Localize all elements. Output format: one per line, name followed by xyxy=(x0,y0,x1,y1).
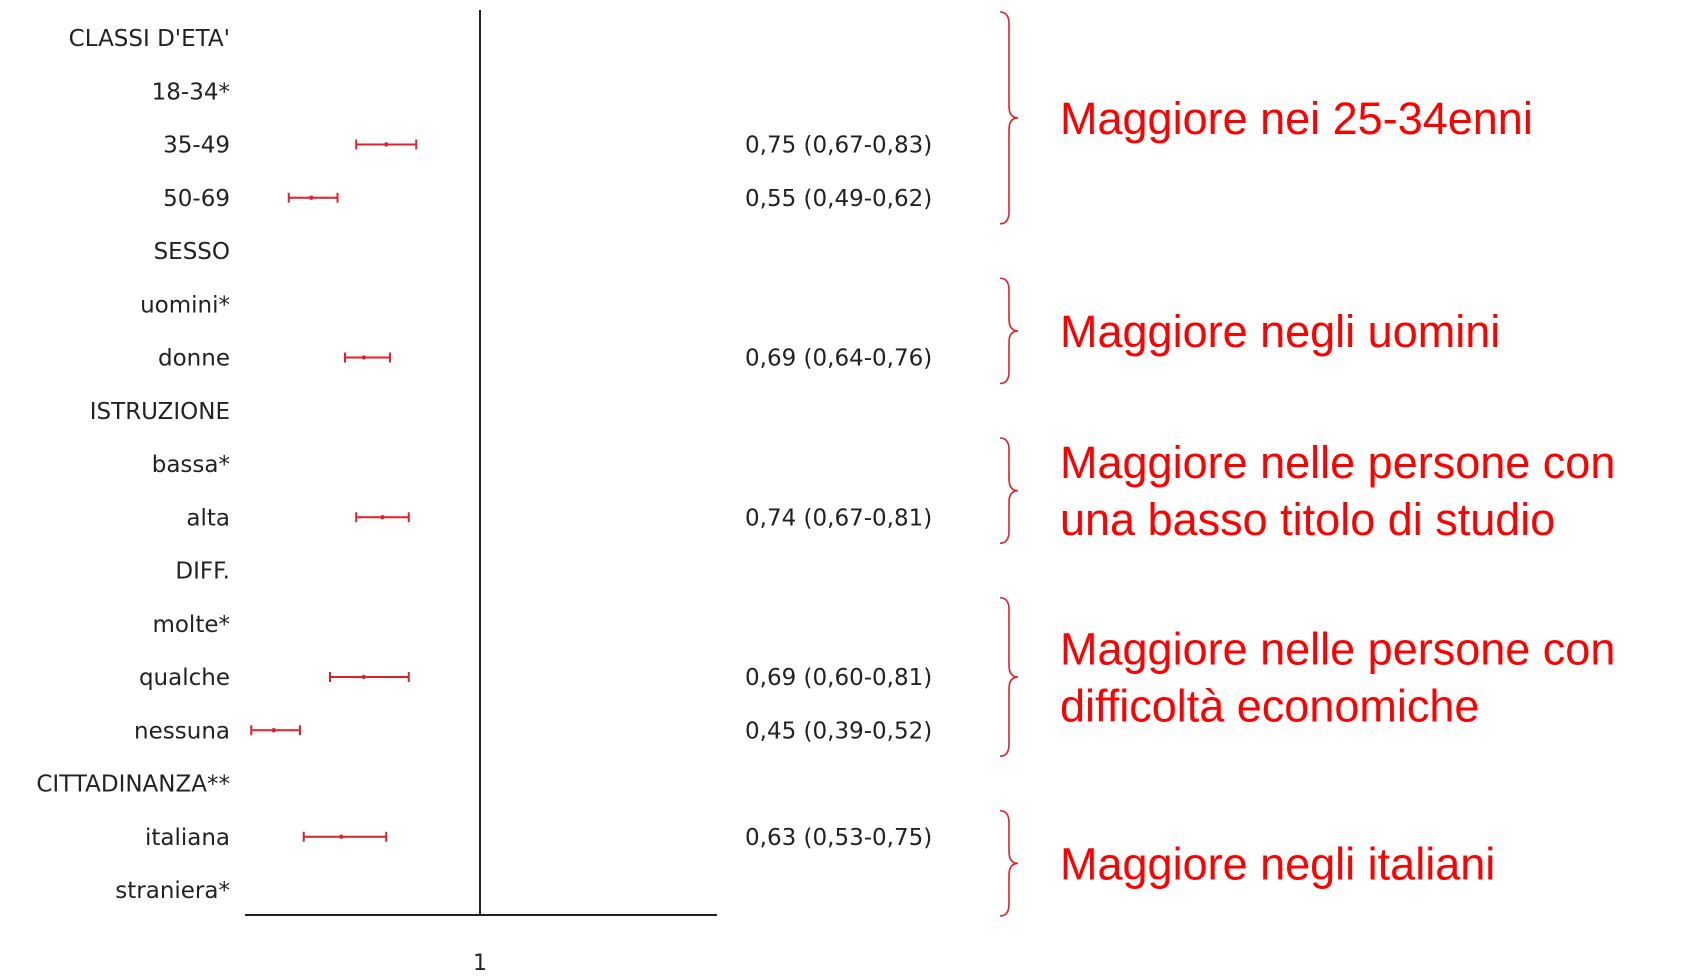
annotation-text: Maggiore negli uomini xyxy=(1060,306,1500,357)
point-estimate xyxy=(361,674,366,680)
estimate-label: 0,69 (0,64-0,76) xyxy=(745,346,932,372)
annotation-text: difficoltà economiche xyxy=(1060,681,1479,732)
row-label: donne xyxy=(158,346,230,372)
row-label: SESSO xyxy=(154,239,230,265)
x-tick-label: 1 xyxy=(473,951,487,976)
group-brace xyxy=(999,277,1019,385)
rows: CLASSI D'ETA' 18-34* 35-49 0,75 (0,67-0,83)… xyxy=(36,26,932,904)
row-label: uomini* xyxy=(140,292,230,318)
annotation-text: Maggiore nelle persone con xyxy=(1060,437,1615,488)
row-label: italiana xyxy=(145,825,230,851)
row-label: CLASSI D'ETA' xyxy=(69,26,230,52)
annotation-text: Maggiore nelle persone con xyxy=(1060,624,1615,675)
estimate-label: 0,55 (0,49-0,62) xyxy=(745,186,932,212)
point-estimate xyxy=(271,728,276,733)
row-label: 18-34* xyxy=(152,79,230,105)
row-label: alta xyxy=(186,505,230,531)
row-label: CITTADINANZA** xyxy=(36,772,230,798)
row-label: DIFF. xyxy=(175,559,230,585)
row-label: 35-49 xyxy=(163,133,230,159)
estimate-label: 0,63 (0,53-0,75) xyxy=(745,825,932,851)
row-label: nessuna xyxy=(134,718,230,744)
annotation-text: Maggiore negli italiani xyxy=(1060,838,1495,889)
point-estimate xyxy=(309,195,314,200)
annotation-text: una basso titolo di studio xyxy=(1060,494,1555,545)
estimate-label: 0,69 (0,60-0,81) xyxy=(745,665,932,691)
point-estimate xyxy=(380,515,385,520)
group-brace xyxy=(999,437,1019,545)
annotation-text: Maggiore nei 25-34enni xyxy=(1060,93,1533,144)
group-brace xyxy=(999,596,1019,758)
group-brace xyxy=(999,809,1019,917)
row-label: 50-69 xyxy=(163,186,230,212)
row-label: bassa* xyxy=(152,452,230,478)
estimate-label: 0,74 (0,67-0,81) xyxy=(745,505,932,531)
point-estimate xyxy=(339,834,344,839)
estimate-label: 0,45 (0,39-0,52) xyxy=(745,718,932,744)
row-label: molte* xyxy=(152,612,230,638)
group-brace xyxy=(999,11,1019,225)
estimate-label: 0,75 (0,67-0,83) xyxy=(745,133,932,159)
annotations: Maggiore nei 25-34enni Maggiore negli uom… xyxy=(999,11,1615,917)
row-label: ISTRUZIONE xyxy=(90,399,230,425)
point-estimate xyxy=(384,142,389,147)
row-label: straniera* xyxy=(115,878,230,904)
row-label: qualche xyxy=(139,665,230,691)
point-estimate xyxy=(361,355,366,360)
